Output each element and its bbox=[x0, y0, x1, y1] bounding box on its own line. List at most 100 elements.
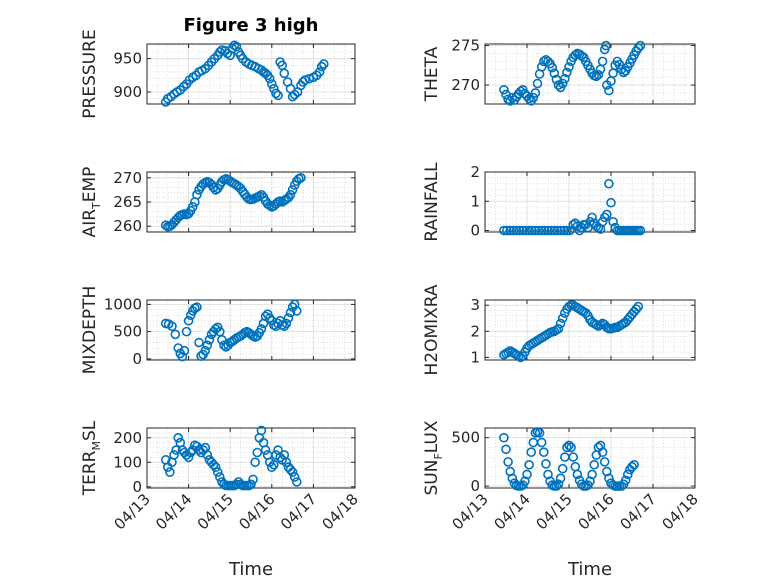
y-tick-label: 2 bbox=[470, 322, 480, 340]
data-point bbox=[555, 225, 566, 236]
y-tick-label: 3 bbox=[470, 296, 480, 314]
data-point bbox=[507, 473, 518, 484]
y-axis-label: TERRMSL bbox=[80, 420, 103, 496]
data-point bbox=[587, 212, 597, 223]
data-point bbox=[562, 442, 572, 453]
data-point bbox=[165, 467, 175, 477]
subplot-rainfall: 0 1 2 RAINFALL bbox=[422, 162, 696, 242]
data-point bbox=[269, 459, 279, 470]
data-point bbox=[256, 324, 267, 334]
data-point bbox=[252, 447, 263, 458]
data-point bbox=[633, 301, 644, 312]
data-point bbox=[593, 69, 604, 80]
data-point bbox=[281, 318, 292, 329]
data-point bbox=[170, 329, 181, 340]
data-point bbox=[194, 337, 204, 348]
data-point bbox=[289, 89, 300, 100]
data-point bbox=[635, 225, 646, 236]
data-point bbox=[178, 81, 189, 92]
data-point bbox=[557, 313, 568, 324]
y-axis-label: RAINFALL bbox=[422, 162, 442, 242]
y-axis-label: MIXDEPTH bbox=[80, 286, 100, 375]
x-tick-label: 04/14 bbox=[491, 490, 534, 533]
data-point bbox=[572, 469, 583, 480]
x-tick-label: 04/13 bbox=[111, 490, 154, 533]
data-point bbox=[555, 318, 566, 329]
data-point bbox=[499, 84, 509, 95]
data-point bbox=[633, 43, 644, 53]
y-tick-label: 0 bbox=[132, 478, 142, 496]
y-tick-label: 265 bbox=[113, 193, 142, 211]
y-tick-label: 950 bbox=[113, 50, 142, 68]
data-point bbox=[183, 315, 194, 326]
x-tick-label: 04/17 bbox=[277, 490, 320, 533]
data-point bbox=[599, 457, 610, 467]
data-point bbox=[271, 88, 281, 99]
x-tick-label: 04/14 bbox=[152, 490, 195, 533]
grid bbox=[485, 44, 695, 104]
data-point bbox=[546, 225, 557, 236]
data-point bbox=[264, 200, 275, 211]
data-point bbox=[608, 216, 618, 227]
data-point bbox=[291, 306, 302, 316]
data-point bbox=[192, 302, 202, 312]
data-point bbox=[256, 425, 267, 436]
data-point bbox=[541, 459, 551, 469]
data-point bbox=[304, 73, 315, 84]
data-point bbox=[559, 225, 569, 236]
grid bbox=[147, 300, 355, 360]
data-point bbox=[547, 62, 558, 73]
data-point bbox=[185, 447, 196, 458]
data-point bbox=[553, 479, 564, 489]
y-axis-label: AIRTEMP bbox=[80, 167, 103, 238]
x-tick-label: 04/13 bbox=[449, 490, 492, 533]
series-markers bbox=[160, 425, 302, 491]
data-point bbox=[622, 469, 633, 480]
data-point bbox=[181, 326, 192, 337]
y-tick-label: 100 bbox=[113, 453, 142, 471]
data-point bbox=[538, 447, 549, 457]
data-point bbox=[503, 457, 513, 467]
data-point bbox=[502, 225, 512, 236]
data-point bbox=[580, 308, 591, 318]
data-point bbox=[564, 440, 574, 451]
data-point bbox=[587, 469, 597, 480]
data-point bbox=[533, 225, 544, 236]
y-tick-label: 0 bbox=[470, 222, 480, 240]
data-point bbox=[549, 68, 560, 79]
data-point bbox=[591, 71, 602, 82]
data-point bbox=[212, 467, 223, 477]
data-point bbox=[606, 197, 616, 208]
data-point bbox=[521, 225, 531, 236]
x-tick-label: 04/16 bbox=[235, 490, 278, 533]
data-point bbox=[524, 225, 534, 236]
y-axis-label: H2OMIXRA bbox=[422, 284, 442, 375]
data-point bbox=[281, 457, 292, 468]
y-tick-label: 1 bbox=[470, 192, 480, 210]
data-point bbox=[568, 452, 579, 462]
data-point bbox=[539, 225, 550, 236]
data-point bbox=[208, 459, 219, 470]
data-point bbox=[620, 475, 631, 486]
series-markers bbox=[499, 178, 646, 236]
data-point bbox=[316, 61, 327, 72]
data-point bbox=[536, 437, 547, 448]
data-point bbox=[167, 321, 177, 331]
y-tick-label: 500 bbox=[113, 323, 142, 341]
data-point bbox=[601, 40, 611, 51]
data-point bbox=[254, 191, 265, 201]
data-point bbox=[285, 464, 296, 475]
y-axis-label: PRESSURE bbox=[80, 29, 100, 118]
data-point bbox=[289, 299, 300, 310]
y-tick-label: 260 bbox=[113, 217, 142, 235]
data-point bbox=[526, 447, 537, 457]
x-tick-label: 04/17 bbox=[617, 490, 660, 533]
data-point bbox=[202, 340, 213, 351]
data-point bbox=[534, 428, 545, 438]
data-point bbox=[264, 73, 275, 84]
data-point bbox=[160, 220, 171, 231]
y-tick-label: 275 bbox=[451, 37, 480, 55]
axes-box bbox=[146, 299, 356, 361]
